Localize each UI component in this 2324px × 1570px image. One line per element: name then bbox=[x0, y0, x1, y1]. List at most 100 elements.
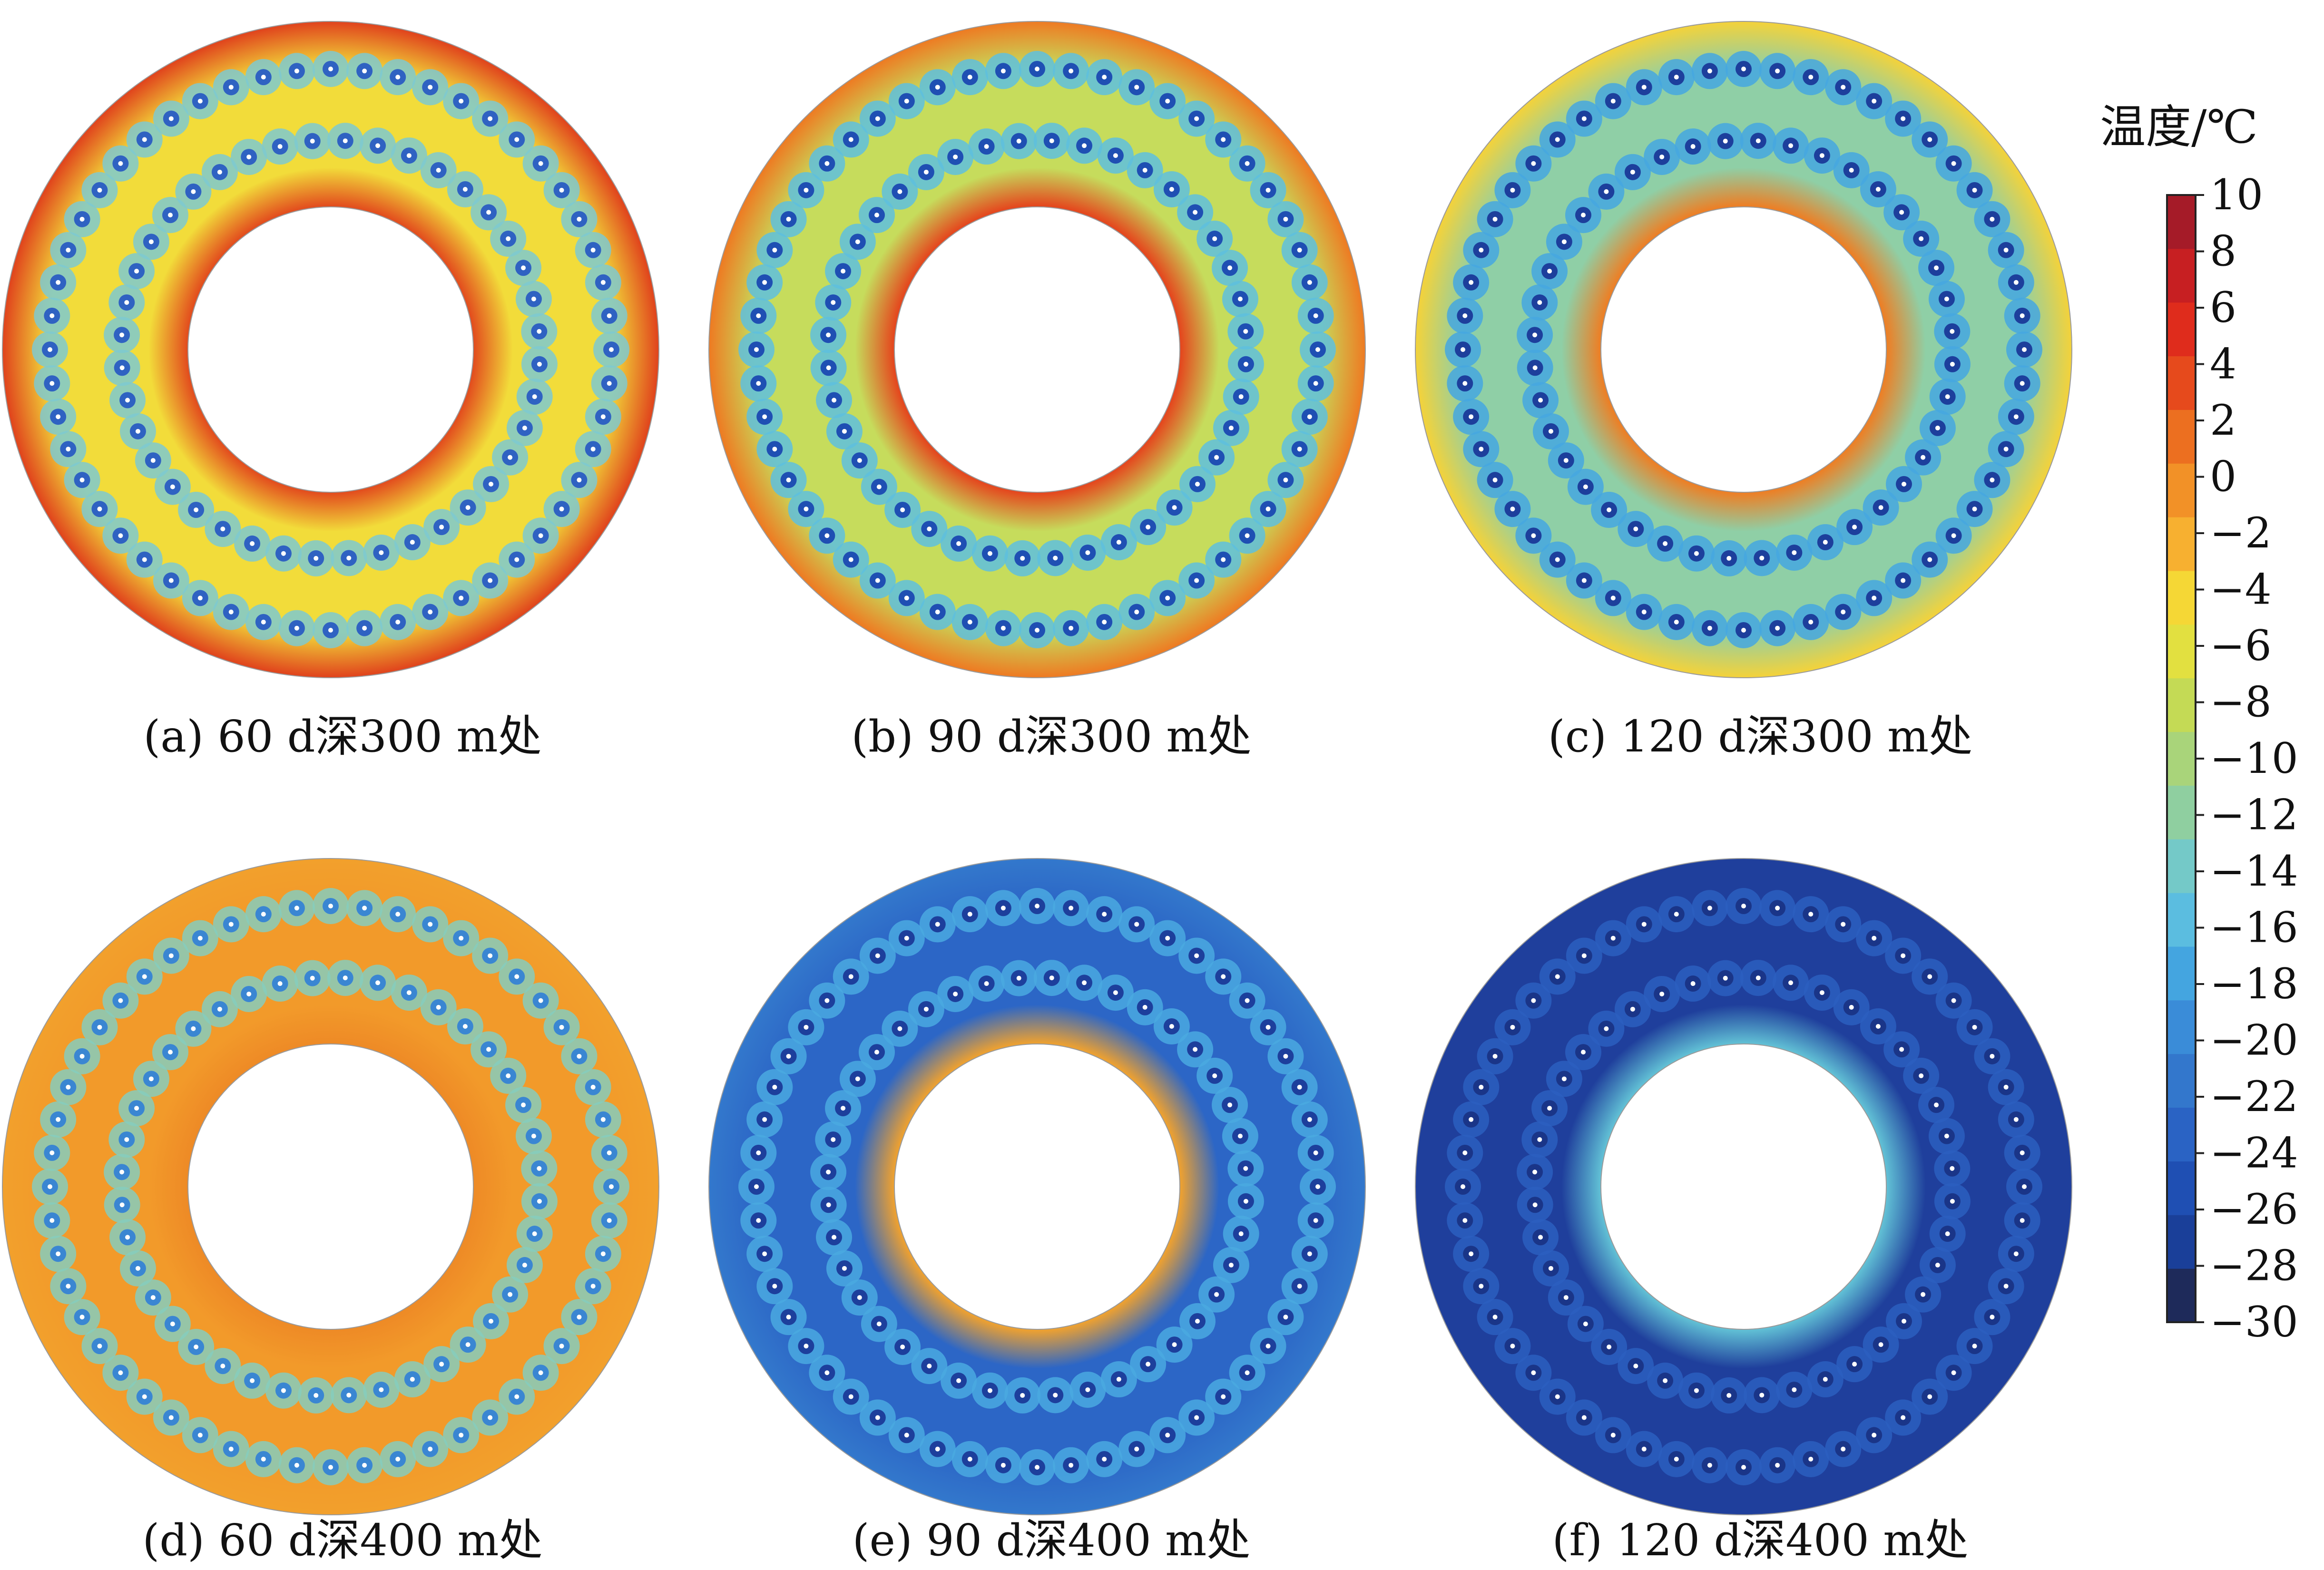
pipe-dot bbox=[1741, 904, 1746, 908]
pipe-dot bbox=[1690, 144, 1696, 149]
pipe-dot bbox=[590, 447, 596, 452]
pipe-dot bbox=[1165, 936, 1170, 941]
pipe-dot bbox=[1927, 974, 1932, 979]
pipe-dot bbox=[1934, 1102, 1939, 1108]
pipe-dot bbox=[1000, 1463, 1006, 1468]
pipe-dot bbox=[1641, 85, 1647, 90]
pipe-dot bbox=[804, 507, 809, 512]
pipe-dot bbox=[786, 216, 791, 222]
pipe-dot bbox=[1901, 578, 1906, 583]
pipe-dot bbox=[1674, 619, 1679, 624]
colorbar-tick-label: −10 bbox=[2210, 734, 2298, 783]
pipe-dot bbox=[1775, 906, 1780, 911]
pipe-dot bbox=[465, 1342, 471, 1347]
pipe-dot bbox=[1134, 922, 1139, 927]
pipe-dot bbox=[49, 1150, 55, 1155]
pipe-dot bbox=[1035, 67, 1039, 71]
pipe-dot bbox=[1221, 1394, 1226, 1399]
pipe-dot bbox=[66, 447, 71, 452]
pipe-dot bbox=[220, 527, 226, 532]
panel-a bbox=[2, 21, 659, 678]
pipe-dot bbox=[1872, 1433, 1877, 1438]
pipe-dot bbox=[1035, 904, 1039, 908]
colorbar-tick-label: −30 bbox=[2210, 1297, 2298, 1346]
pipe-dot bbox=[2022, 1184, 2027, 1189]
pipe-dot bbox=[1755, 975, 1761, 981]
pipe-dot bbox=[328, 67, 333, 71]
pipe-dot bbox=[410, 540, 415, 545]
pipe-dot bbox=[1555, 557, 1560, 562]
captions: (a) 60 d深300 m处 (b) 90 d深300 m处 (c) 120 d深… bbox=[142, 711, 1972, 1566]
pipe-dot bbox=[532, 1231, 537, 1237]
pipe-dot bbox=[521, 265, 526, 271]
colorbar-tick-label: −4 bbox=[2210, 565, 2272, 614]
colorbar-segment bbox=[2167, 1000, 2196, 1054]
pipe-dot bbox=[294, 625, 299, 631]
colorbar-segment bbox=[2167, 248, 2196, 303]
pipe-dot bbox=[1142, 167, 1147, 173]
colorbar-tick-label: 0 bbox=[2210, 452, 2236, 501]
pipe-dot bbox=[170, 484, 175, 489]
colorbar-tick-label: −24 bbox=[2210, 1129, 2298, 1178]
pipe-dot bbox=[559, 1024, 564, 1030]
pipe-dot bbox=[1146, 525, 1151, 530]
pipe-dot bbox=[395, 1456, 401, 1462]
pipe-dot bbox=[1607, 507, 1612, 513]
ring-outline-d bbox=[2, 858, 659, 1515]
pipe-dot bbox=[1102, 1456, 1107, 1462]
pipe-dot bbox=[119, 365, 125, 371]
pipe-dot bbox=[97, 1344, 102, 1349]
pipe-dot bbox=[1172, 1342, 1177, 1347]
pipe-dot bbox=[537, 1166, 542, 1171]
pipe-dot bbox=[1134, 609, 1139, 614]
colorbar-segment bbox=[2167, 893, 2196, 947]
pipe-dot bbox=[395, 75, 401, 80]
panel-f bbox=[1415, 858, 2072, 1515]
pipe-dot bbox=[1243, 1166, 1248, 1171]
pipe-dot bbox=[488, 116, 493, 121]
pipe-dot bbox=[537, 329, 542, 334]
pipe-dot bbox=[590, 1084, 596, 1090]
pipe-dot bbox=[531, 296, 536, 302]
pipe-dot bbox=[1694, 551, 1699, 556]
pipe-dot bbox=[56, 280, 61, 285]
pipe-dot bbox=[1237, 296, 1243, 302]
pipe-dot bbox=[1283, 216, 1288, 222]
pipe-dot bbox=[607, 313, 612, 318]
pipe-dot bbox=[897, 189, 902, 194]
pipe-dot bbox=[362, 68, 367, 74]
pipe-dot bbox=[590, 1284, 596, 1289]
pipe-dot bbox=[281, 551, 286, 556]
pipe-dot bbox=[826, 1170, 831, 1175]
pipe-dot bbox=[1102, 75, 1107, 80]
pipe-dot bbox=[261, 75, 266, 80]
pipe-dot bbox=[1532, 1202, 1538, 1208]
pipe-dot bbox=[1169, 186, 1174, 192]
pipe-dot bbox=[261, 912, 266, 917]
pipe-dot bbox=[1531, 161, 1536, 166]
pipe-dot bbox=[904, 936, 909, 941]
pipe-dot bbox=[168, 578, 174, 583]
pipe-dot bbox=[197, 936, 203, 941]
pipe-dot bbox=[1555, 1394, 1560, 1399]
pipe-dot bbox=[488, 953, 493, 958]
pipe-dot bbox=[277, 981, 283, 986]
pipe-dot bbox=[875, 953, 880, 958]
pipe-dot bbox=[56, 1117, 61, 1122]
pipe-dot bbox=[537, 361, 542, 367]
pipe-dot bbox=[874, 1050, 879, 1055]
pipe-dot bbox=[1307, 1117, 1312, 1122]
pipe-dot bbox=[923, 169, 929, 175]
pipe-dot bbox=[1674, 912, 1679, 917]
pipe-dot bbox=[310, 138, 315, 144]
pipe-dot bbox=[1214, 455, 1219, 460]
pipe-dot bbox=[294, 68, 299, 74]
pipe-dot bbox=[194, 1345, 199, 1350]
pipe-dot bbox=[514, 557, 520, 562]
pipe-dot bbox=[1641, 1446, 1647, 1452]
pipe-dot bbox=[538, 998, 543, 1003]
pipe-dot bbox=[1462, 381, 1468, 386]
pipe-dot bbox=[119, 1202, 125, 1208]
pipe-dot bbox=[486, 210, 491, 215]
pipe-dot bbox=[1020, 1393, 1025, 1398]
